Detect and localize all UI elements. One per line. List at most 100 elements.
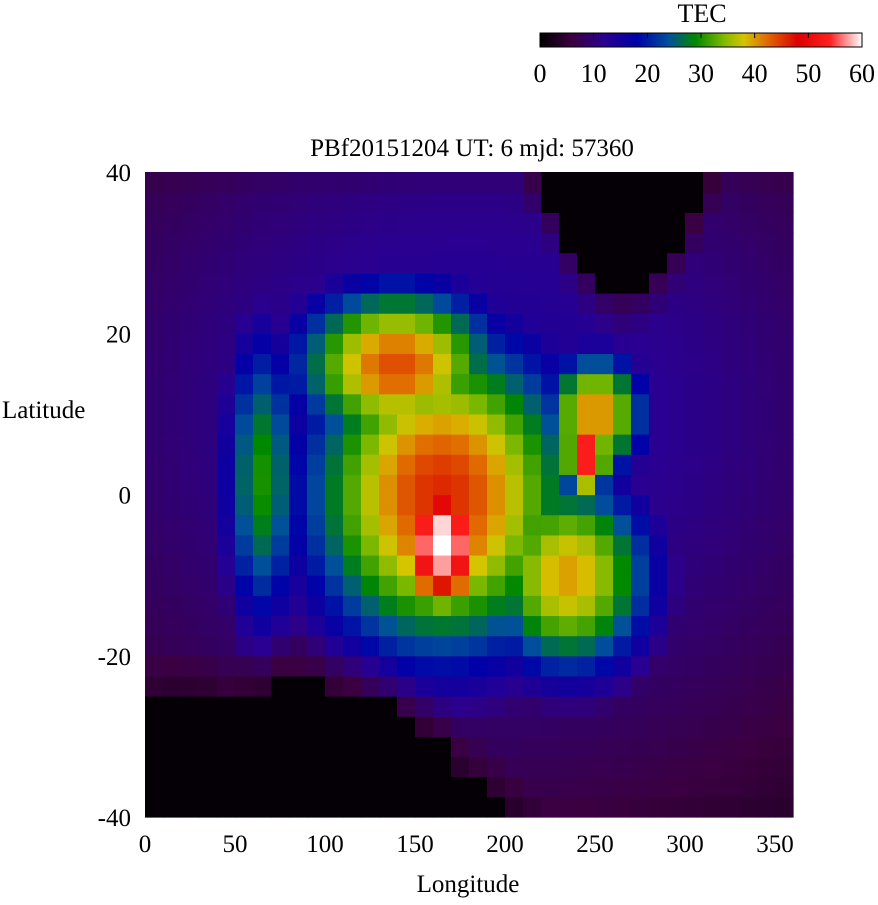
heatmap-cell [667, 716, 686, 737]
heatmap-cell [181, 434, 200, 455]
heatmap-cell [577, 292, 596, 314]
heatmap-cell [577, 494, 596, 516]
heatmap-cell [397, 393, 416, 415]
heatmap-cell [541, 353, 560, 375]
heatmap-cell [181, 554, 200, 576]
heatmap-cell [487, 655, 506, 677]
heatmap-cell [505, 534, 524, 556]
heatmap-cell [631, 595, 650, 617]
heatmap-cell [361, 696, 380, 717]
heatmap-cell [631, 232, 650, 254]
heatmap-cell [559, 454, 578, 475]
heatmap-cell [505, 635, 524, 657]
heatmap-cell [541, 514, 560, 536]
heatmap-cell [577, 696, 596, 717]
heatmap-cell [415, 554, 434, 576]
heatmap-cell [271, 393, 290, 415]
heatmap-cell [199, 252, 218, 274]
heatmap-cell [253, 252, 272, 274]
heatmap-cell [253, 292, 272, 314]
heatmap-cell [397, 635, 416, 657]
heatmap-cell [397, 232, 416, 254]
heatmap-cell [505, 474, 524, 496]
heatmap-cell [307, 212, 326, 234]
heatmap-cell [775, 756, 794, 778]
heatmap-cell [145, 373, 164, 395]
heatmap-cell [649, 534, 668, 556]
heatmap-cell [235, 716, 254, 737]
heatmap-cell [613, 454, 632, 475]
heatmap-cell [595, 514, 614, 536]
heatmap-cell [721, 575, 740, 596]
heatmap-cell [163, 353, 182, 375]
heatmap-cell [523, 534, 542, 556]
heatmap-cell [775, 655, 794, 677]
heatmap-cell [703, 696, 722, 717]
x-tick-label: 50 [223, 831, 248, 858]
heatmap-cell [145, 313, 164, 334]
heatmap-cell [721, 393, 740, 415]
heatmap-cell [199, 736, 218, 758]
heatmap-cell [775, 736, 794, 758]
heatmap-cell [163, 736, 182, 758]
heatmap-cell [613, 635, 632, 657]
heatmap-cell [487, 474, 506, 496]
heatmap-cell [667, 292, 686, 314]
heatmap-cell [721, 373, 740, 395]
heatmap-cell [343, 554, 362, 576]
heatmap-cell [289, 675, 308, 697]
heatmap-cell [685, 212, 704, 234]
heatmap-cell [397, 172, 416, 193]
heatmap-cell [505, 373, 524, 395]
heatmap-cell [163, 595, 182, 617]
heatmap-cell [235, 474, 254, 496]
heatmap-cell [145, 232, 164, 254]
heatmap-cell [145, 514, 164, 536]
heatmap-cell [343, 353, 362, 375]
heatmap-cell [487, 595, 506, 617]
heatmap-cell [469, 272, 488, 294]
heatmap-cell [235, 192, 254, 213]
heatmap-cell [289, 736, 308, 758]
colorbar-tick-label: 50 [795, 59, 821, 88]
heatmap-cell [757, 534, 776, 556]
heatmap-cell [775, 413, 794, 435]
heatmap-cell [289, 655, 308, 677]
heatmap-cell [271, 172, 290, 193]
heatmap-cell [739, 534, 758, 556]
heatmap-cell [667, 534, 686, 556]
heatmap-cell [379, 454, 398, 475]
heatmap-cell [433, 756, 452, 778]
heatmap-cell [307, 716, 326, 737]
heatmap-cell [721, 595, 740, 617]
heatmap-cell [379, 474, 398, 496]
heatmap-cell [289, 272, 308, 294]
heatmap-cell [307, 514, 326, 536]
heatmap-cell [775, 333, 794, 355]
heatmap-cell [451, 514, 470, 536]
heatmap-cell [235, 635, 254, 657]
heatmap-cell [703, 615, 722, 637]
heatmap-cell [739, 353, 758, 375]
heatmap-cell [253, 232, 272, 254]
heatmap-cell [523, 333, 542, 355]
heatmap-cell [469, 696, 488, 717]
heatmap-cell [721, 172, 740, 193]
heatmap-cell [145, 796, 164, 818]
heatmap-cell [487, 454, 506, 475]
heatmap-cell [523, 635, 542, 657]
heatmap-cell [541, 272, 560, 294]
heatmap-cell [649, 454, 668, 475]
heatmap-cell [379, 554, 398, 576]
heatmap-cell [145, 494, 164, 516]
x-axis-ticks: 0 50 100 150 200 250 300 350 [139, 831, 794, 858]
heatmap-cell [523, 514, 542, 536]
heatmap-cell [397, 796, 416, 818]
heatmap-cell [541, 333, 560, 355]
heatmap-cell [433, 192, 452, 213]
heatmap-cell [649, 353, 668, 375]
heatmap-cell [235, 554, 254, 576]
heatmap-cell [181, 696, 200, 717]
heatmap-cell [541, 534, 560, 556]
heatmap-cell [649, 373, 668, 395]
